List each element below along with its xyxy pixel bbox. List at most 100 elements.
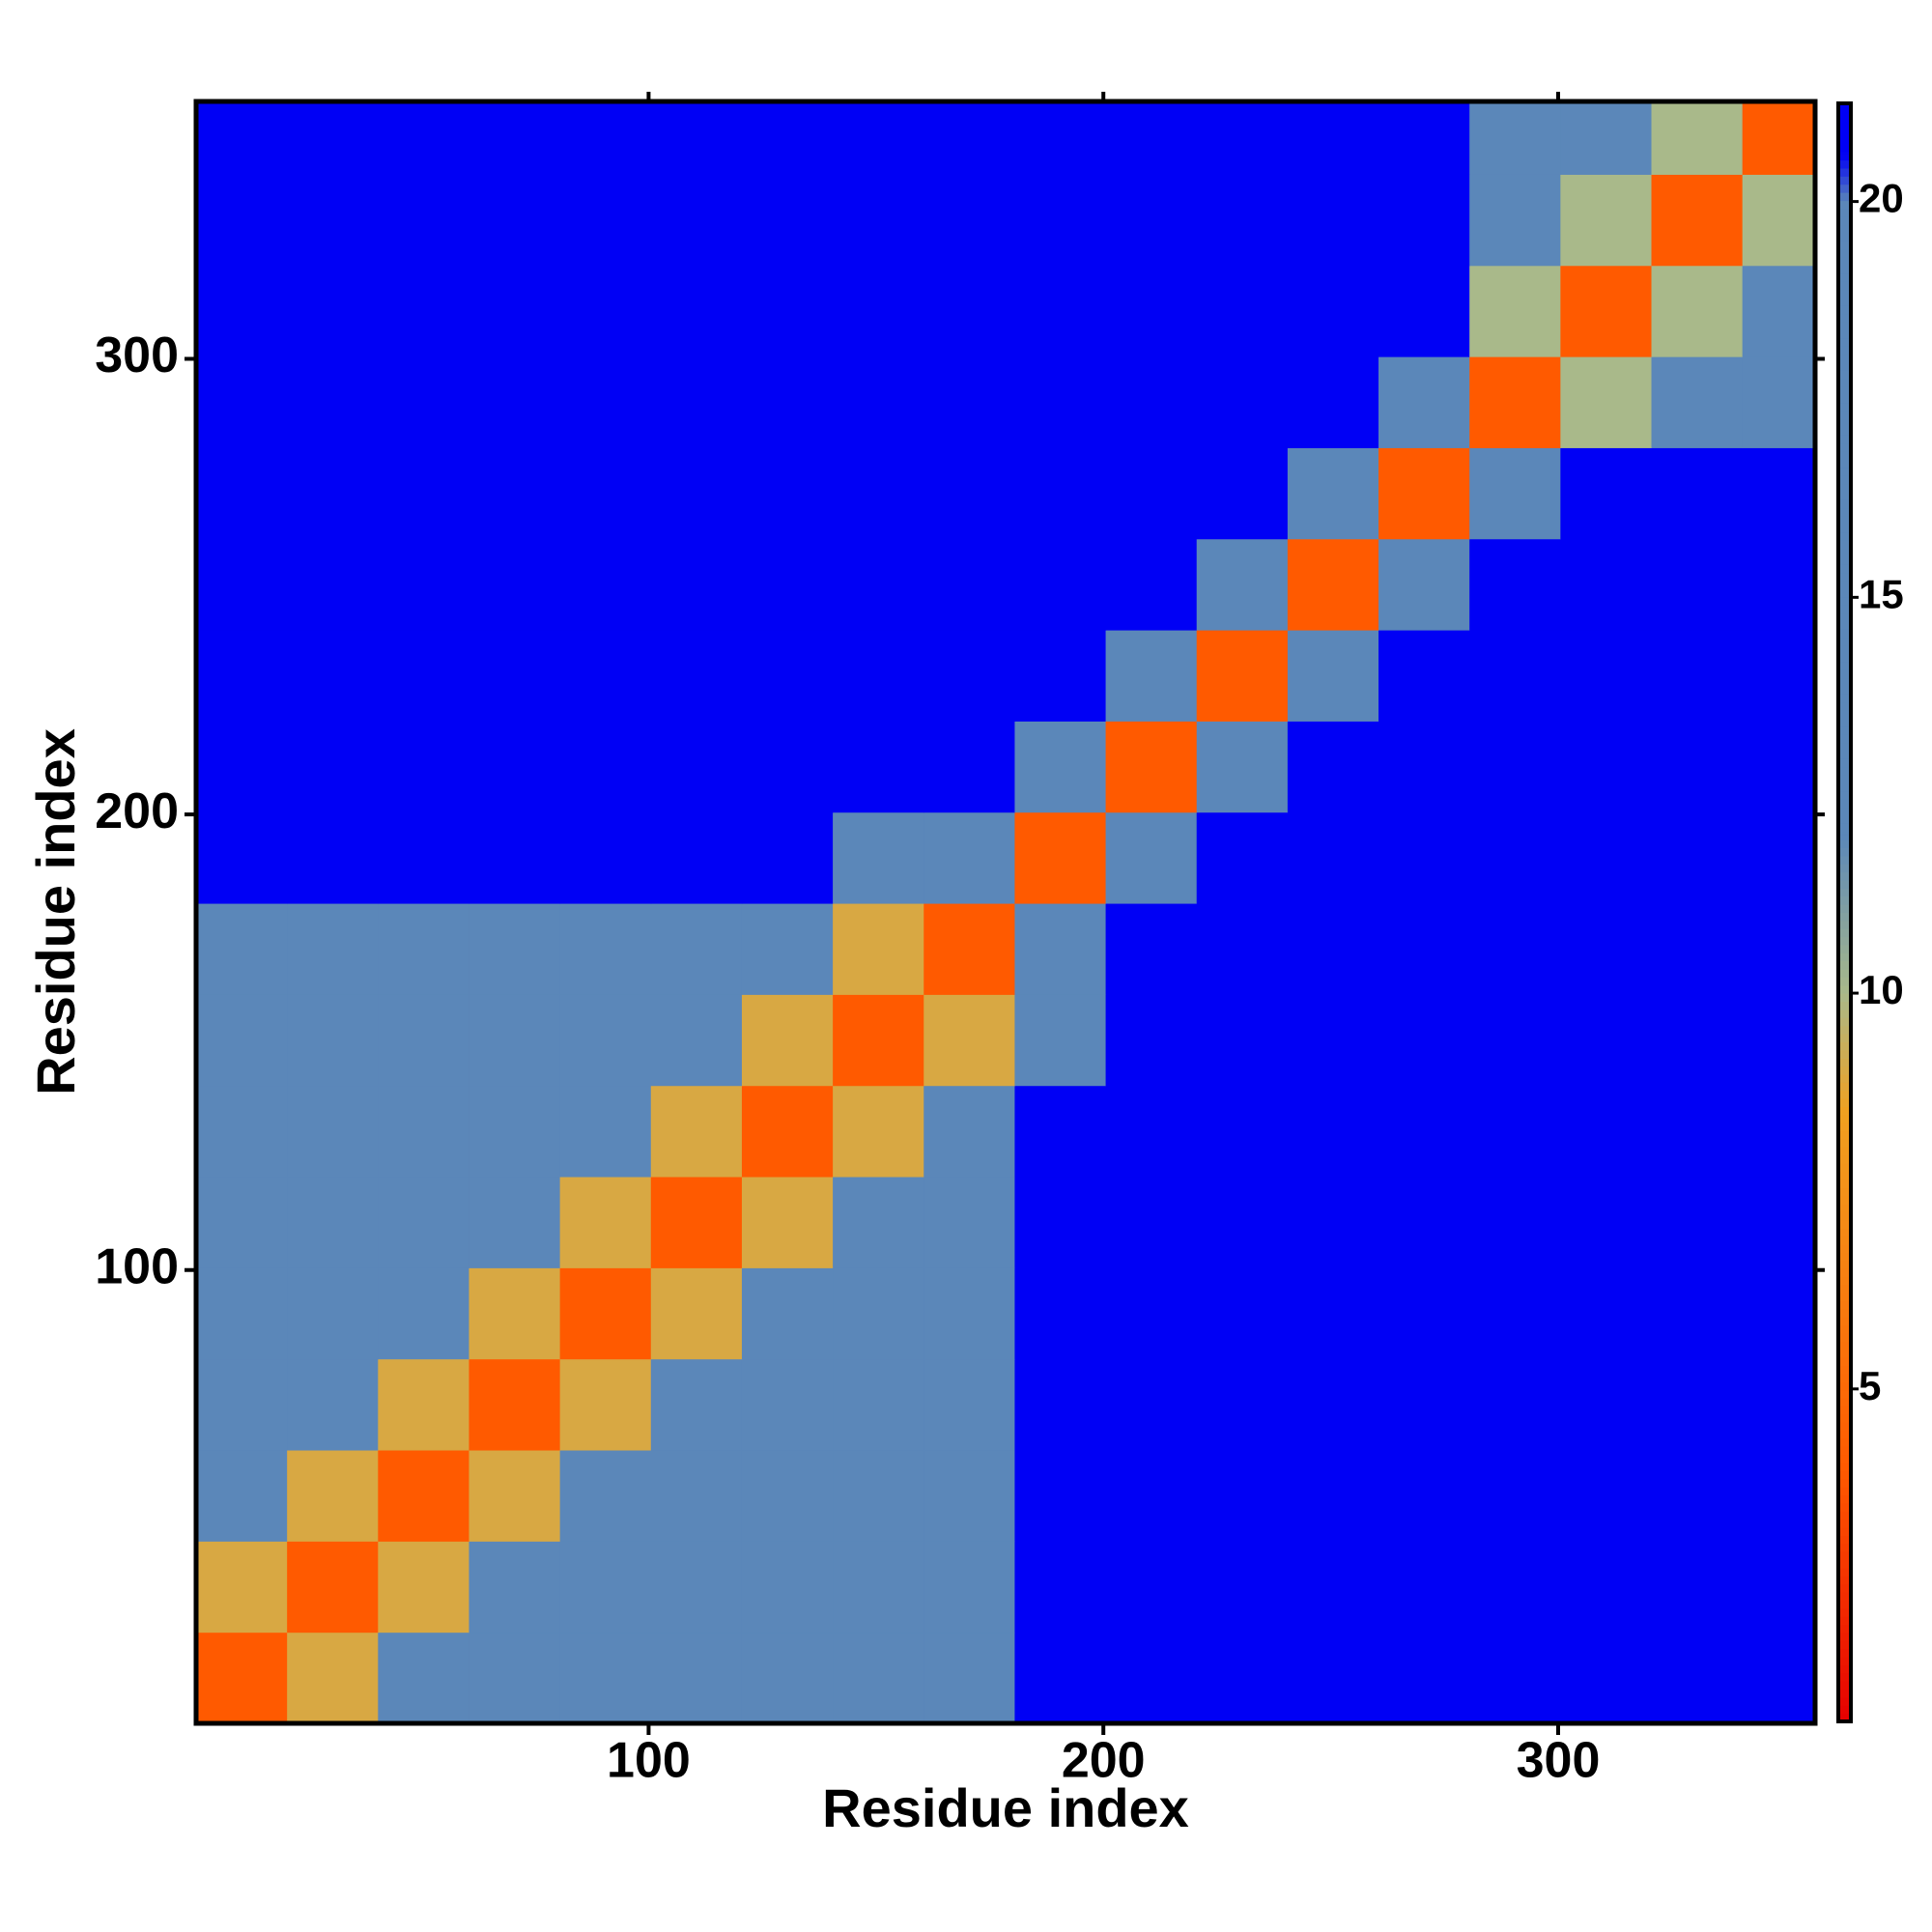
heatmap-cell: [1014, 265, 1107, 357]
colorbar-step: [1838, 135, 1851, 145]
heatmap-cell: [1469, 1177, 1561, 1268]
colorbar-step: [1838, 993, 1851, 1003]
heatmap-cell: [833, 101, 924, 175]
heatmap-cell: [741, 1177, 834, 1268]
heatmap-cell: [833, 1541, 924, 1634]
colorbar-step: [1838, 507, 1851, 517]
colorbar-step: [1838, 701, 1851, 711]
heatmap-cell: [741, 356, 834, 448]
heatmap-cell: [741, 1450, 834, 1542]
heatmap-cell: [1469, 1267, 1561, 1360]
heatmap-cell: [1560, 447, 1653, 540]
colorbar-step: [1838, 775, 1851, 783]
colorbar-step: [1838, 386, 1851, 395]
heatmap-cell: [650, 538, 743, 631]
heatmap-cell: [469, 447, 561, 540]
heatmap-cell: [1287, 447, 1379, 540]
heatmap-cell: [1014, 994, 1107, 1087]
colorbar-step: [1838, 1437, 1851, 1447]
heatmap-cell: [287, 721, 379, 813]
colorbar-step: [1838, 1049, 1851, 1059]
colorbar-step: [1838, 1260, 1851, 1269]
heatmap-cell: [650, 1358, 743, 1451]
heatmap-cell: [1287, 1632, 1379, 1724]
colorbar-step: [1838, 1559, 1851, 1569]
heatmap-cell: [1742, 174, 1816, 267]
colorbar-step: [1838, 1276, 1851, 1286]
colorbar-step: [1838, 143, 1851, 153]
colorbar-step: [1838, 1252, 1851, 1262]
colorbar-step: [1838, 128, 1851, 136]
colorbar-step: [1838, 1163, 1851, 1172]
heatmap-cell: [196, 903, 288, 995]
heatmap-cell: [1196, 101, 1289, 175]
colorbar-step: [1838, 459, 1851, 469]
heatmap-cell: [1651, 1450, 1744, 1542]
colorbar-step: [1838, 1098, 1851, 1107]
heatmap-cell: [923, 994, 1015, 1087]
heatmap-cell: [1651, 903, 1744, 995]
heatmap-cell: [378, 174, 469, 267]
heatmap-cell: [559, 1541, 652, 1634]
heatmap-cell: [196, 447, 288, 540]
heatmap-cell: [1105, 903, 1198, 995]
heatmap-cell: [1378, 265, 1470, 357]
heatmap-cell: [833, 265, 924, 357]
colorbar-step: [1838, 807, 1851, 816]
heatmap-cell: [469, 994, 561, 1087]
colorbar-tick-label: 20: [1859, 176, 1904, 221]
heatmap-cell: [287, 538, 379, 631]
heatmap-cell: [741, 1085, 834, 1178]
heatmap-cell: [378, 1177, 469, 1268]
heatmap-cell: [1196, 630, 1289, 722]
heatmap-cell: [1196, 994, 1289, 1087]
heatmap-cell: [287, 630, 379, 722]
colorbar-step: [1838, 1341, 1851, 1350]
colorbar-tick-label: 5: [1859, 1363, 1881, 1408]
heatmap-cell: [1105, 811, 1198, 904]
heatmap-cell: [1651, 447, 1744, 540]
heatmap-cell: [1378, 538, 1470, 631]
heatmap-cell: [1560, 994, 1653, 1087]
colorbar-frame: [1836, 101, 1853, 1723]
heatmap-cell: [1469, 538, 1561, 631]
heatmap-cell: [196, 538, 288, 631]
heatmap-cell: [650, 447, 743, 540]
heatmap-cell: [1469, 903, 1561, 995]
x-tick-label: 100: [607, 1733, 691, 1789]
heatmap-cell: [923, 811, 1015, 904]
colorbar-step: [1838, 847, 1851, 857]
colorbar-step: [1838, 799, 1851, 809]
heatmap-cell: [1196, 1085, 1289, 1178]
heatmap-cell: [650, 994, 743, 1087]
colorbar-step: [1838, 1616, 1851, 1625]
colorbar-step: [1838, 661, 1851, 670]
colorbar-step: [1838, 1487, 1851, 1495]
heatmap-cell: [1651, 356, 1744, 448]
colorbar-step: [1838, 1543, 1851, 1552]
heatmap-cell: [1378, 1267, 1470, 1360]
heatmap-cell: [650, 174, 743, 267]
heatmap-cell: [1560, 1541, 1653, 1634]
colorbar-step: [1838, 1413, 1851, 1423]
heatmap-cell: [923, 174, 1015, 267]
colorbar-step: [1838, 176, 1851, 185]
colorbar-step: [1838, 645, 1851, 654]
colorbar-step: [1838, 1624, 1851, 1634]
colorbar-step: [1838, 1689, 1851, 1698]
colorbar-step: [1838, 588, 1851, 598]
colorbar-step: [1838, 823, 1851, 833]
heatmap-cell: [378, 811, 469, 904]
heatmap-cell: [650, 1632, 743, 1724]
y-tick-label: 200: [95, 783, 179, 839]
colorbar-step: [1838, 758, 1851, 768]
heatmap-cell: [1378, 174, 1470, 267]
heatmap-cell: [923, 903, 1015, 995]
heatmap-cell: [196, 1085, 288, 1178]
colorbar-step: [1838, 1632, 1851, 1641]
colorbar-step: [1838, 782, 1851, 792]
heatmap-cell: [833, 811, 924, 904]
colorbar-step: [1838, 653, 1851, 663]
heatmap-cell: [1196, 1267, 1289, 1360]
